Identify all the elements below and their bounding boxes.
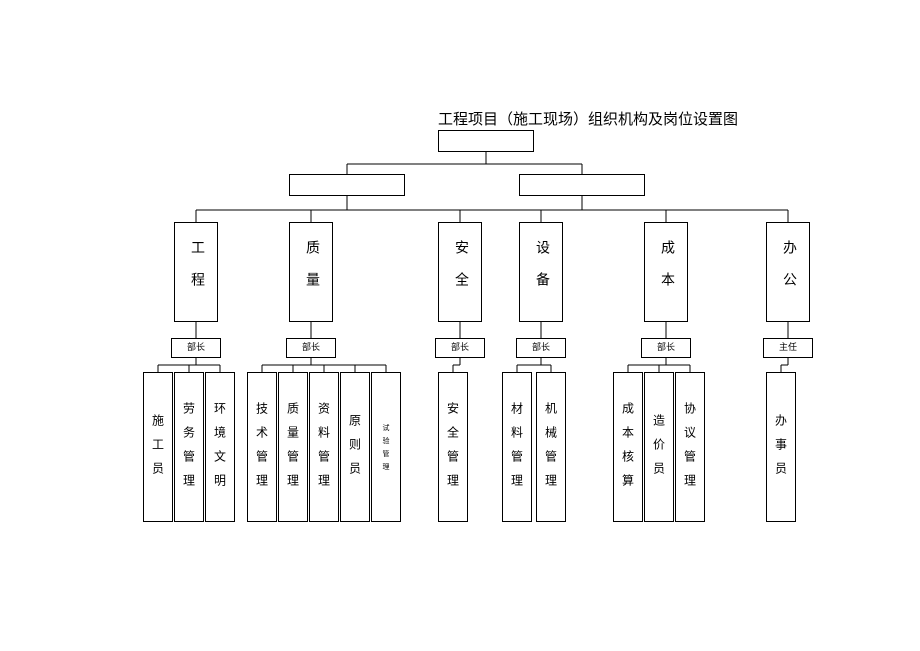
leaf-label: 环境文明 (212, 396, 229, 498)
leaf-label: 劳务管理 (181, 396, 198, 498)
leaf-label: 成本核算 (620, 396, 637, 498)
leaf-box: 原则员 (340, 372, 370, 522)
sub-quality: 部长 (286, 338, 336, 358)
leaf-box: 造价员 (644, 372, 674, 522)
chart-title: 工程项目（施工现场）组织机构及岗位设置图 (438, 108, 738, 129)
leaf-label: 技术管理 (254, 396, 271, 498)
dept-label: 办公 (778, 240, 798, 304)
leaf-box: 资料管理 (309, 372, 339, 522)
sub-equipment: 部长 (516, 338, 566, 358)
leaf-box: 劳务管理 (174, 372, 204, 522)
leaf-label: 质量管理 (285, 396, 302, 498)
dept-label: 质量 (301, 240, 321, 304)
dept-quality: 质量 (289, 222, 333, 322)
leaf-label: 原则员 (347, 408, 364, 486)
dept-engineering: 工程 (174, 222, 218, 322)
leaf-box: 机械管理 (536, 372, 566, 522)
leaf-label: 造价员 (651, 408, 668, 486)
leaf-box: 协议管理 (675, 372, 705, 522)
sub-engineering: 部长 (171, 338, 221, 358)
dept-safety: 安全 (438, 222, 482, 322)
sub-office: 主任 (763, 338, 813, 358)
leaf-label: 机械管理 (543, 396, 560, 498)
leaf-box: 材料管理 (502, 372, 532, 522)
leaf-box: 办事员 (766, 372, 796, 522)
leaf-box: 环境文明 (205, 372, 235, 522)
root-box (438, 130, 534, 152)
dept-office: 办公 (766, 222, 810, 322)
leaf-label: 资料管理 (316, 396, 333, 498)
dept-label: 工程 (186, 240, 206, 304)
leaf-box: 施工员 (143, 372, 173, 522)
manager-left-box (289, 174, 405, 196)
leaf-label: 办事员 (773, 408, 790, 486)
leaf-label: 试验管理 (381, 418, 391, 476)
leaf-label: 材料管理 (509, 396, 526, 498)
connector-lines (0, 0, 920, 651)
dept-label: 成本 (656, 240, 676, 304)
sub-safety: 部长 (435, 338, 485, 358)
leaf-box: 成本核算 (613, 372, 643, 522)
sub-cost: 部长 (641, 338, 691, 358)
leaf-label: 安全管理 (445, 396, 462, 498)
org-chart-canvas: 工程项目（施工现场）组织机构及岗位设置图 (0, 0, 920, 651)
dept-equipment: 设备 (519, 222, 563, 322)
dept-cost: 成本 (644, 222, 688, 322)
leaf-box: 技术管理 (247, 372, 277, 522)
manager-right-box (519, 174, 645, 196)
leaf-box: 质量管理 (278, 372, 308, 522)
leaf-box: 试验管理 (371, 372, 401, 522)
leaf-label: 施工员 (150, 408, 167, 486)
dept-label: 设备 (531, 240, 551, 304)
leaf-box: 安全管理 (438, 372, 468, 522)
leaf-label: 协议管理 (682, 396, 699, 498)
dept-label: 安全 (450, 240, 470, 304)
